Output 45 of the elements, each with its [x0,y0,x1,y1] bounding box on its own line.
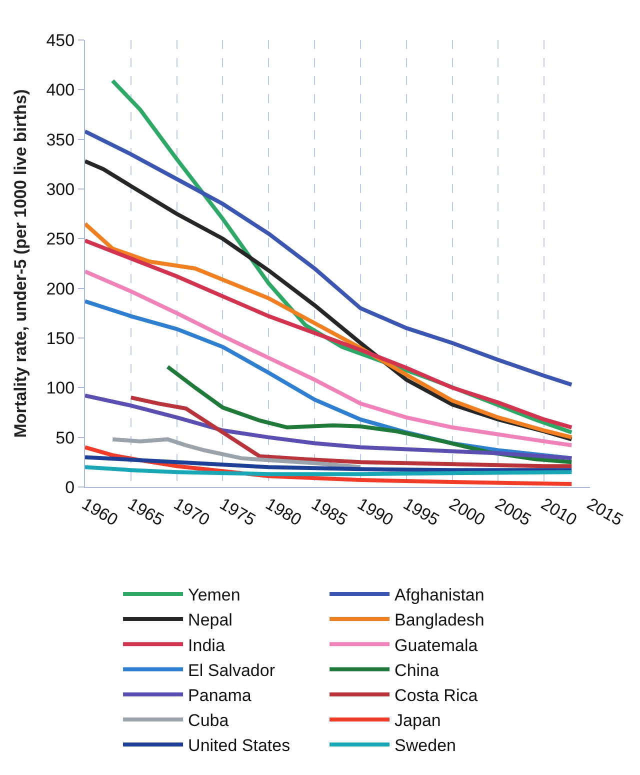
y-tick-label: 0 [65,478,75,497]
line-series [85,129,574,387]
x-tick-label: 2005 [492,494,534,530]
legend-label: El Salvador [188,660,276,680]
x-tick-label: 2010 [538,494,580,530]
x-tick-label: 2000 [446,494,488,530]
legend-label: Guatemala [394,636,478,655]
y-tick-label: 350 [46,130,75,150]
legend-label: Panama [188,686,252,705]
line-series [85,465,574,476]
legend-label: Nepal [188,610,232,630]
x-tick-label: 1980 [262,494,305,530]
legend-label: Sweden [394,736,456,756]
x-tick-label: 1965 [124,494,167,530]
line-series [110,437,362,470]
y-tick-label: 400 [46,80,75,100]
y-tick-label: 200 [46,279,75,298]
legend-label: Cuba [188,711,230,730]
y-tick-label: 450 [46,30,75,50]
x-tick-label: 1990 [354,494,396,530]
y-tick-label: 150 [46,328,75,348]
legend-label: United States [188,736,290,756]
legend-label: Costa Rica [394,686,478,705]
y-tick-label: 300 [46,180,75,199]
legend-label: Japan [394,711,441,730]
legend-label: China [394,660,440,680]
line-series [85,455,574,472]
y-tick-label: 250 [46,230,75,249]
y-tick-label: 100 [46,378,75,398]
legend-label: Afghanistan [394,586,484,605]
x-tick-label: 2015 [584,494,626,530]
line-series [85,394,574,460]
y-axis-title: Mortality rate, under-5 (per 1000 live births) [10,89,30,438]
x-tick-label: 1960 [78,494,122,530]
legend-label: Bangladesh [394,610,484,630]
x-tick-label: 1995 [400,494,442,530]
legend-label: India [188,636,226,655]
line-series [85,269,574,448]
x-tick-label: 1975 [216,494,259,530]
x-tick-label: 1970 [170,494,213,530]
line-series [128,396,574,468]
legend-label: Yemen [188,586,240,605]
y-tick-label: 50 [56,428,75,448]
x-tick-label: 1985 [308,494,351,530]
line-series [166,364,574,464]
